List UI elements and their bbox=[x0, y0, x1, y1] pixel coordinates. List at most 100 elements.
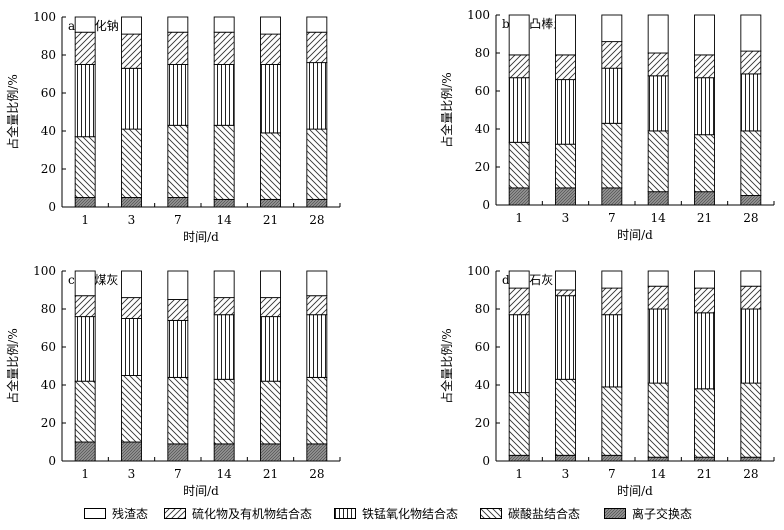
bar-segment-ion-exchange bbox=[555, 454, 576, 462]
legend-label: 离子交换态 bbox=[632, 507, 693, 521]
bar-segment-fe-mn-oxide bbox=[601, 67, 623, 124]
x-tick-label: 7 bbox=[174, 213, 182, 227]
bar-segment-residual bbox=[213, 16, 235, 33]
bar-segment-residual bbox=[555, 14, 576, 56]
bar-segment-ion-exchange bbox=[74, 441, 96, 462]
bar-segment-sulfide-organic bbox=[121, 297, 142, 319]
bar-segment-sulfide-organic bbox=[74, 295, 96, 318]
legend-swatch-carbonate bbox=[480, 508, 502, 519]
y-tick-label: 80 bbox=[41, 302, 56, 316]
y-tick-label: 40 bbox=[41, 124, 56, 138]
bar-segment-residual bbox=[555, 270, 576, 291]
bar-segment-carbonate bbox=[121, 375, 142, 443]
x-tick-label: 14 bbox=[217, 467, 233, 481]
bar-segment-fe-mn-oxide bbox=[647, 75, 669, 132]
bar-segment-sulfide-organic bbox=[213, 31, 235, 65]
bar-segment-fe-mn-oxide bbox=[306, 62, 328, 130]
bar-segment-ion-exchange bbox=[306, 198, 328, 208]
bar-segment-fe-mn-oxide bbox=[555, 295, 576, 380]
x-tick-label: 28 bbox=[743, 467, 758, 481]
bar-segment-ion-exchange bbox=[306, 443, 328, 462]
bar-segment-fe-mn-oxide bbox=[121, 318, 142, 376]
x-axis-label: 时间/d bbox=[183, 484, 219, 498]
bar-segment-ion-exchange bbox=[260, 443, 281, 462]
bar-segment-fe-mn-oxide bbox=[213, 64, 235, 126]
bar-segment-fe-mn-oxide bbox=[213, 314, 235, 380]
x-tick-label: 3 bbox=[562, 467, 570, 481]
bar-segment-ion-exchange bbox=[601, 187, 623, 206]
y-tick-label: 40 bbox=[475, 378, 490, 392]
bar-segment-ion-exchange bbox=[647, 456, 669, 462]
bar-segment-residual bbox=[306, 16, 328, 33]
bar-segment-residual bbox=[740, 14, 762, 52]
x-tick-label: 21 bbox=[263, 467, 278, 481]
bar-segment-ion-exchange bbox=[121, 197, 142, 208]
bar-segment-sulfide-organic bbox=[260, 33, 281, 65]
legend: 残渣态 硫化物及有机物结合态 铁锰氧化物结合态 碳酸盐结合态 离子交换态 bbox=[80, 503, 780, 527]
bar-segment-residual bbox=[601, 14, 623, 43]
x-tick-label: 7 bbox=[608, 467, 616, 481]
bar-segment-residual bbox=[213, 270, 235, 299]
legend-label: 铁锰氧化物结合态 bbox=[362, 507, 459, 521]
bar-segment-fe-mn-oxide bbox=[306, 314, 328, 378]
y-tick-label: 80 bbox=[475, 302, 490, 316]
y-tick-label: 100 bbox=[467, 264, 490, 278]
bar-segment-ion-exchange bbox=[74, 197, 96, 208]
bar-segment-fe-mn-oxide bbox=[694, 77, 715, 136]
y-tick-label: 60 bbox=[41, 86, 56, 100]
bar-segment-sulfide-organic bbox=[260, 297, 281, 318]
x-tick-label: 1 bbox=[515, 467, 523, 481]
bar-segment-carbonate bbox=[213, 378, 235, 445]
bar-segment-carbonate bbox=[121, 128, 142, 198]
bar-segment-sulfide-organic bbox=[740, 285, 762, 310]
bar-segment-residual bbox=[167, 270, 189, 300]
bar-segment-carbonate bbox=[555, 143, 576, 189]
bar-segment-sulfide-organic bbox=[601, 41, 623, 69]
y-tick-label: 80 bbox=[41, 48, 56, 62]
y-tick-label: 100 bbox=[33, 264, 56, 278]
bar-segment-fe-mn-oxide bbox=[74, 316, 96, 382]
bar-segment-sulfide-organic bbox=[601, 287, 623, 316]
x-tick-label: 7 bbox=[608, 211, 616, 225]
bar-segment-fe-mn-oxide bbox=[167, 64, 189, 126]
bar-segment-carbonate bbox=[74, 136, 96, 198]
x-tick-label: 1 bbox=[81, 467, 89, 481]
bar-segment-sulfide-organic bbox=[306, 295, 328, 316]
bar-segment-fe-mn-oxide bbox=[260, 64, 281, 134]
bar-segment-residual bbox=[740, 270, 762, 287]
bar-segment-carbonate bbox=[508, 392, 530, 456]
bar-segment-fe-mn-oxide bbox=[647, 308, 669, 384]
x-tick-label: 7 bbox=[174, 467, 182, 481]
bar-segment-ion-exchange bbox=[694, 456, 715, 462]
y-tick-label: 100 bbox=[467, 8, 490, 22]
bar-segment-fe-mn-oxide bbox=[508, 314, 530, 394]
bar-segment-carbonate bbox=[213, 124, 235, 200]
bar-segment-residual bbox=[647, 14, 669, 54]
bar-segment-carbonate bbox=[167, 376, 189, 445]
bar-segment-residual bbox=[694, 14, 715, 56]
x-tick-label: 1 bbox=[515, 211, 523, 225]
bar-segment-residual bbox=[121, 16, 142, 35]
bar-segment-fe-mn-oxide bbox=[508, 77, 530, 143]
bar-segment-fe-mn-oxide bbox=[260, 316, 281, 382]
legend-swatch-residual bbox=[84, 508, 106, 519]
x-tick-label: 28 bbox=[309, 467, 324, 481]
bar-segment-ion-exchange bbox=[601, 454, 623, 462]
bar-segment-carbonate bbox=[601, 386, 623, 456]
bar-segment-residual bbox=[694, 270, 715, 289]
bar-segment-carbonate bbox=[306, 128, 328, 200]
bar-segment-fe-mn-oxide bbox=[121, 67, 142, 130]
bar-segment-sulfide-organic bbox=[555, 289, 576, 297]
y-tick-label: 60 bbox=[475, 84, 490, 98]
bar-segment-fe-mn-oxide bbox=[555, 79, 576, 145]
bar-segment-residual bbox=[74, 270, 96, 297]
bar-segment-sulfide-organic bbox=[306, 31, 328, 64]
y-tick-label: 20 bbox=[475, 160, 490, 174]
bar-segment-carbonate bbox=[306, 376, 328, 445]
bar-segment-sulfide-organic bbox=[694, 287, 715, 314]
x-tick-label: 14 bbox=[651, 467, 667, 481]
bar-segment-carbonate bbox=[508, 141, 530, 189]
